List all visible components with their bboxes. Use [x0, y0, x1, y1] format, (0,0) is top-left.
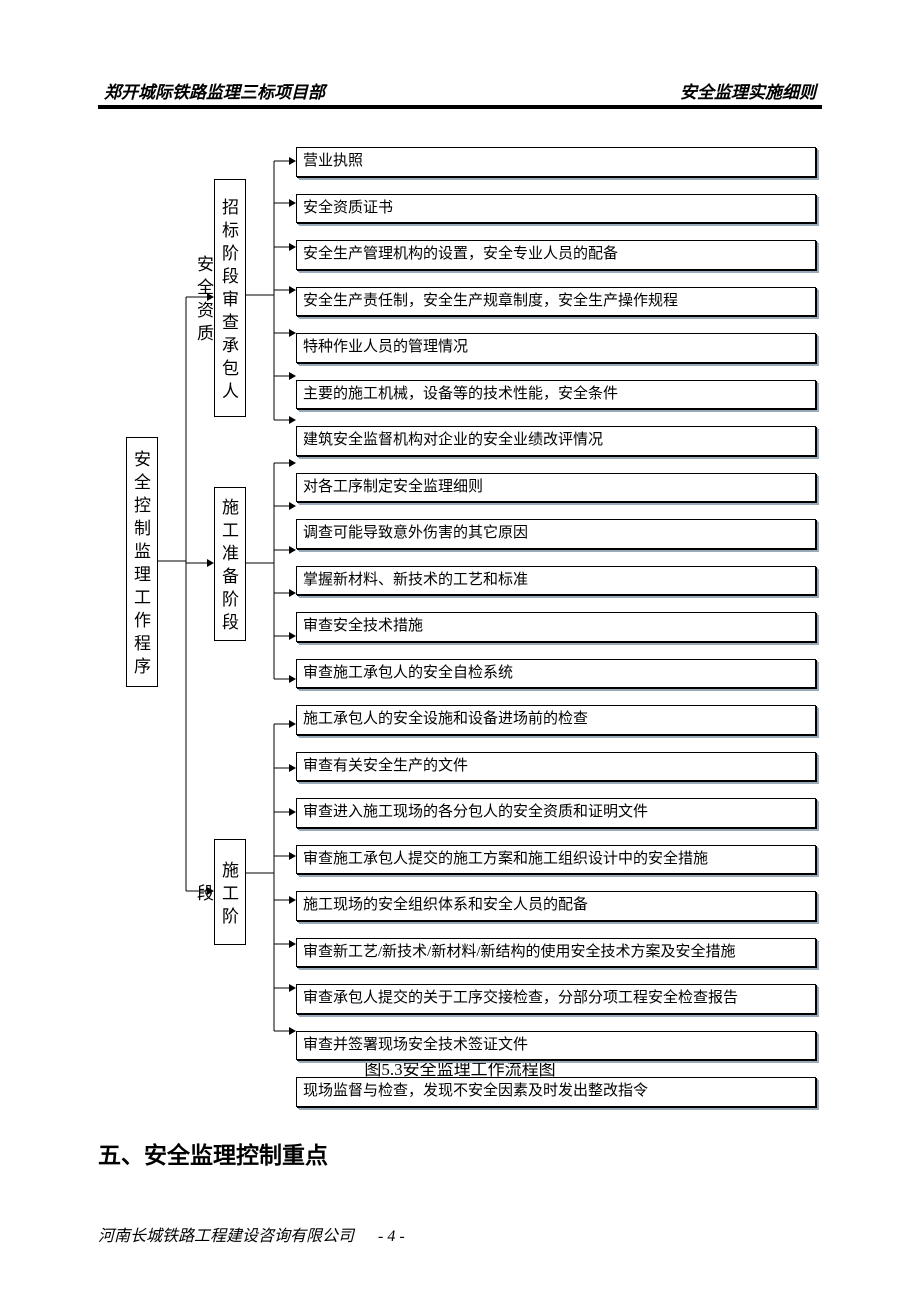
footer-company: 河南长城铁路工程建设咨询有限公司 — [98, 1228, 354, 1245]
leaf-node: 调查可能导致意外伤害的其它原因 — [296, 519, 816, 549]
leaf-node: 审查施工承包人的安全自检系统 — [296, 659, 816, 689]
leaf-node: 安全生产管理机构的设置，安全专业人员的配备 — [296, 240, 816, 270]
leaf-node: 审查承包人提交的关于工序交接检查，分部分项工程安全检查报告 — [296, 984, 816, 1014]
document-page: 郑开城际铁路监理三标项目部 安全监理实施细则 安全控制监理工作程序 招标阶段审查… — [0, 0, 920, 1302]
section-heading: 五、安全监理控制重点 — [98, 1136, 822, 1170]
page-footer: 河南长城铁路工程建设咨询有限公司 - 4 - — [98, 1222, 405, 1246]
phase-node-2: 施工准备阶段 — [214, 487, 246, 641]
footer-page-no: - 4 - — [378, 1228, 405, 1245]
leaf-node: 掌握新材料、新技术的工艺和标准 — [296, 566, 816, 596]
leaf-node: 审查并签署现场安全技术签证文件 — [296, 1031, 816, 1061]
leaf-node: 建筑安全监督机构对企业的安全业绩改评情况 — [296, 426, 816, 456]
header-left: 郑开城际铁路监理三标项目部 — [104, 78, 325, 103]
leaf-column: 营业执照安全资质证书安全生产管理机构的设置，安全专业人员的配备安全生产责任制，安… — [296, 147, 816, 1124]
leaf-node: 主要的施工机械，设备等的技术性能，安全条件 — [296, 380, 816, 410]
leaf-node: 营业执照 — [296, 147, 816, 177]
page-header: 郑开城际铁路监理三标项目部 安全监理实施细则 — [98, 78, 822, 105]
leaf-node: 特种作业人员的管理情况 — [296, 333, 816, 363]
leaf-node: 审查新工艺/新技术/新材料/新结构的使用安全技术方案及安全措施 — [296, 938, 816, 968]
flow-diagram: 安全控制监理工作程序 招标阶段审查承包人安全资质 施工准备阶段 施工阶段 营业执… — [126, 147, 822, 1057]
leaf-node: 审查安全技术措施 — [296, 612, 816, 642]
phase-node-3: 施工阶段 — [214, 839, 246, 945]
leaf-node: 审查施工承包人提交的施工方案和施工组织设计中的安全措施 — [296, 845, 816, 875]
header-right: 安全监理实施细则 — [680, 78, 816, 103]
leaf-node: 审查有关安全生产的文件 — [296, 752, 816, 782]
root-node: 安全控制监理工作程序 — [126, 437, 158, 687]
leaf-node: 施工现场的安全组织体系和安全人员的配备 — [296, 891, 816, 921]
leaf-node: 施工承包人的安全设施和设备进场前的检查 — [296, 705, 816, 735]
phase-node-1: 招标阶段审查承包人安全资质 — [214, 179, 246, 417]
leaf-node: 现场监督与检查，发现不安全因素及时发出整改指令 — [296, 1077, 816, 1107]
leaf-node: 对各工序制定安全监理细则 — [296, 473, 816, 503]
leaf-node: 安全生产责任制，安全生产规章制度，安全生产操作规程 — [296, 287, 816, 317]
leaf-node: 审查进入施工现场的各分包人的安全资质和证明文件 — [296, 798, 816, 828]
header-rule — [98, 105, 822, 107]
leaf-node: 安全资质证书 — [296, 194, 816, 224]
